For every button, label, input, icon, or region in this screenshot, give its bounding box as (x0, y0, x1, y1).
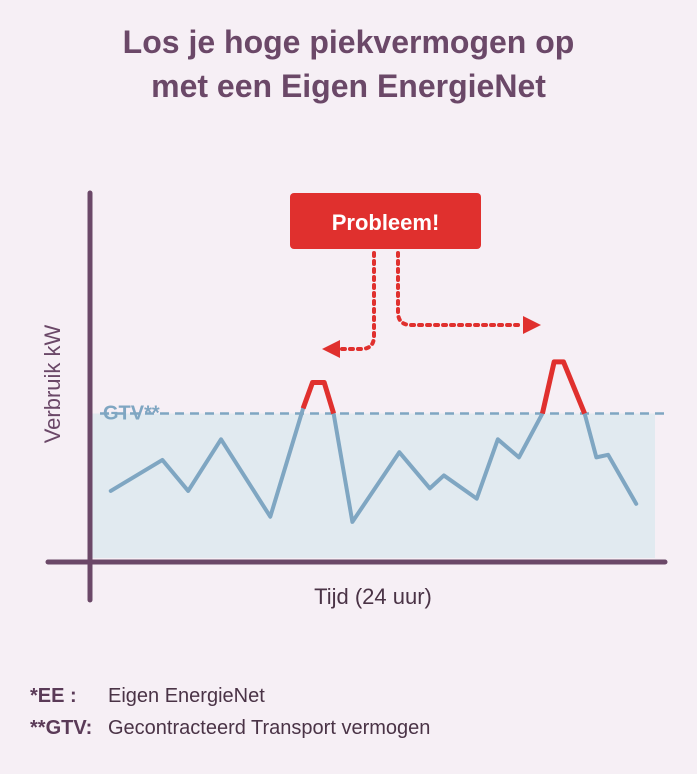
footnote-gtv: **GTV: Gecontracteerd Transport vermogen (30, 712, 430, 744)
chart-title: Los je hoge piekvermogen op met een Eige… (0, 20, 697, 108)
callout-arrow-right (396, 251, 524, 327)
callout-arrow-left (338, 251, 376, 351)
peak-segments (300, 359, 587, 415)
title-line-2: met een Eigen EnergieNet (151, 68, 546, 104)
footnote-value: Eigen EnergieNet (108, 685, 265, 707)
callout-text: Probleem! (332, 210, 440, 235)
y-axis-label: Verbruik kW (40, 324, 65, 443)
threshold-label: GTV** (103, 403, 160, 425)
below-threshold-area (92, 413, 655, 558)
footnote-value: Gecontracteerd Transport vermogen (108, 717, 431, 739)
peak-segment-1 (300, 380, 337, 415)
footnote-key: **GTV: (30, 717, 93, 739)
peak-segment-2 (539, 359, 587, 415)
title-line-1: Los je hoge piekvermogen op (122, 24, 575, 60)
x-axis-label: Tijd (24 uur) (314, 584, 432, 609)
arrowhead-left (322, 340, 340, 358)
arrowhead-right (523, 316, 541, 334)
footnotes: *EE : Eigen EnergieNet **GTV: Gecontract… (30, 680, 430, 744)
callout-box (290, 193, 481, 249)
footnote-key: *EE : (30, 685, 77, 707)
footnote-ee: *EE : Eigen EnergieNet (30, 680, 430, 712)
